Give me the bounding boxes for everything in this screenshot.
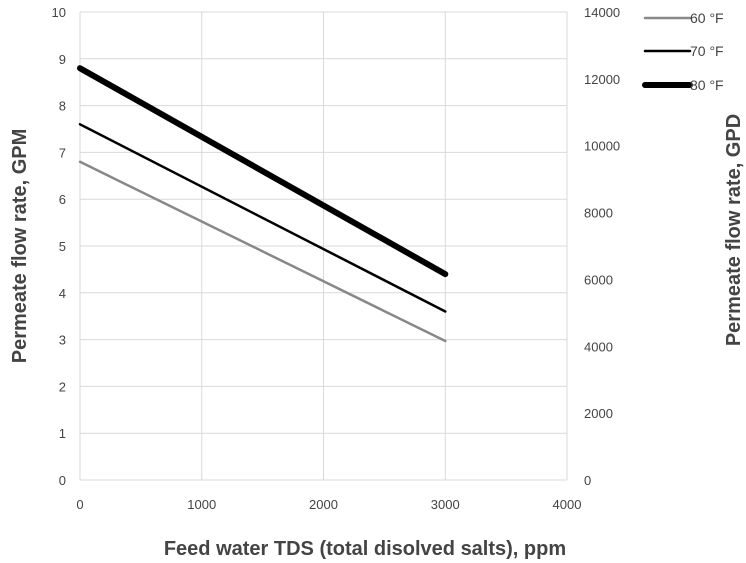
y2-tick-label: 8000 — [584, 206, 613, 221]
y-tick-label: 5 — [59, 239, 66, 254]
legend-label-2: 80 °F — [690, 77, 724, 93]
x-tick-label: 4000 — [553, 497, 582, 512]
axes — [79, 12, 568, 481]
y-tick-label: 10 — [52, 5, 66, 20]
y2-axis-label: Permeate flow rate, GPD — [723, 114, 745, 346]
x-axis-label: Feed water TDS (total disolved salts), p… — [164, 538, 566, 560]
legend-label-0: 60 °F — [690, 10, 724, 26]
y-tick-label: 0 — [59, 473, 66, 488]
legend: 60 °F 70 °F 80 °F — [642, 10, 724, 93]
y-tick-label: 9 — [59, 52, 66, 67]
x-tick-label: 3000 — [431, 497, 460, 512]
y-tick-label: 2 — [59, 379, 66, 394]
series-line-2 — [77, 65, 449, 278]
y2-tick-label: 0 — [584, 473, 591, 488]
y-tick-label: 1 — [59, 426, 66, 441]
x-tick-label: 1000 — [187, 497, 216, 512]
y2-tick-label: 10000 — [584, 139, 620, 154]
y-tick-label: 3 — [59, 333, 66, 348]
x-tick-label: 2000 — [309, 497, 338, 512]
series-line-0 — [78, 160, 447, 343]
y2-tick-label: 4000 — [584, 339, 613, 354]
y2-tick-label: 14000 — [584, 5, 620, 20]
series-group — [77, 65, 449, 343]
y2-tick-label: 12000 — [584, 72, 620, 87]
y2-tick-label: 2000 — [584, 406, 613, 421]
y-axis-label: Permeate flow rate, GPM — [9, 129, 31, 364]
legend-label-1: 70 °F — [690, 43, 724, 59]
y2-tick-label: 6000 — [584, 272, 613, 287]
y-tick-label: 6 — [59, 192, 66, 207]
y-tick-label: 4 — [59, 286, 66, 301]
y-tick-label: 8 — [59, 99, 66, 114]
y-tick-label: 7 — [59, 145, 66, 160]
series-line-1 — [78, 123, 447, 313]
x-tick-label: 0 — [76, 497, 83, 512]
